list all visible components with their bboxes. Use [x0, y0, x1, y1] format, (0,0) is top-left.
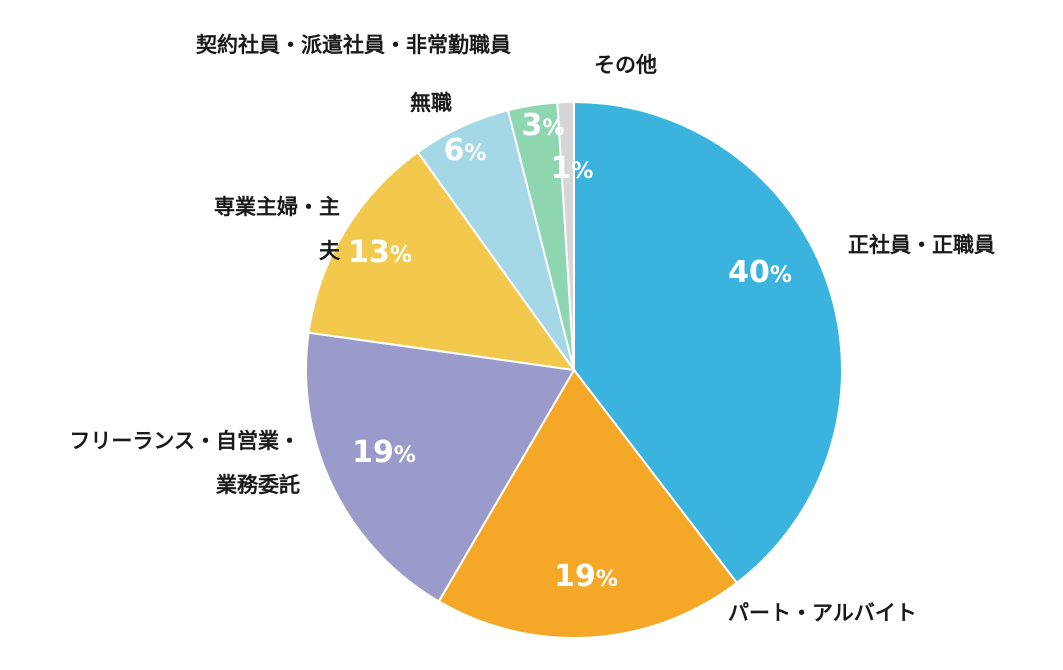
slice-percent-value: 3 — [522, 108, 543, 143]
category-label-line: パート・アルバイト — [728, 601, 917, 625]
slice-percent-label: 3% — [522, 108, 565, 143]
pie-slice — [556, 100, 575, 371]
percent-sign: % — [596, 567, 618, 592]
category-label-line: その他 — [594, 53, 657, 77]
slice-percent-value: 13 — [348, 235, 390, 270]
category-label-line: 業務委託 — [216, 473, 300, 497]
slice-category-label: フリーランス・自営業・業務委託 — [69, 429, 300, 497]
slices-layer — [305, 100, 843, 639]
percent-labels-layer: 40%19%19%13%6%3%1% — [348, 108, 792, 594]
pie-slice — [305, 331, 576, 603]
category-label-line: 夫 — [319, 239, 341, 263]
category-label-line: 無職 — [410, 91, 452, 115]
slice-percent-value: 40 — [728, 255, 770, 290]
category-label-line: 正社員・正職員 — [848, 233, 995, 257]
slice-percent-value: 1 — [551, 151, 572, 186]
slice-percent-label: 1% — [551, 151, 594, 186]
slice-category-label: 専業主婦・主夫 — [214, 195, 341, 263]
slice-percent-value: 19 — [352, 435, 394, 470]
slice-percent-value: 19 — [554, 559, 596, 594]
percent-sign: % — [571, 159, 593, 184]
slice-percent-label: 6% — [444, 133, 487, 168]
slice-percent-label: 13% — [348, 235, 412, 270]
percent-sign: % — [390, 243, 412, 268]
slice-percent-label: 40% — [728, 255, 792, 290]
slice-category-label: 契約社員・派遣社員・非常勤職員 — [195, 33, 511, 57]
pie-slice — [437, 368, 739, 639]
slice-category-label: パート・アルバイト — [728, 601, 917, 625]
slice-category-label: その他 — [594, 53, 657, 77]
pie-slice — [573, 100, 843, 585]
category-label-line: 契約社員・派遣社員・非常勤職員 — [195, 33, 511, 57]
percent-sign: % — [542, 116, 564, 141]
pie-slice — [307, 150, 577, 372]
slice-category-label: 正社員・正職員 — [848, 233, 995, 257]
category-label-line: フリーランス・自営業・ — [69, 429, 300, 453]
percent-sign: % — [770, 263, 792, 288]
slice-percent-label: 19% — [352, 435, 416, 470]
percent-sign: % — [464, 141, 486, 166]
percent-sign: % — [394, 443, 416, 468]
slice-percent-value: 6 — [444, 133, 465, 168]
slice-percent-label: 19% — [554, 559, 618, 594]
slice-category-label: 無職 — [410, 91, 452, 115]
category-label-line: 専業主婦・主 — [214, 195, 340, 219]
